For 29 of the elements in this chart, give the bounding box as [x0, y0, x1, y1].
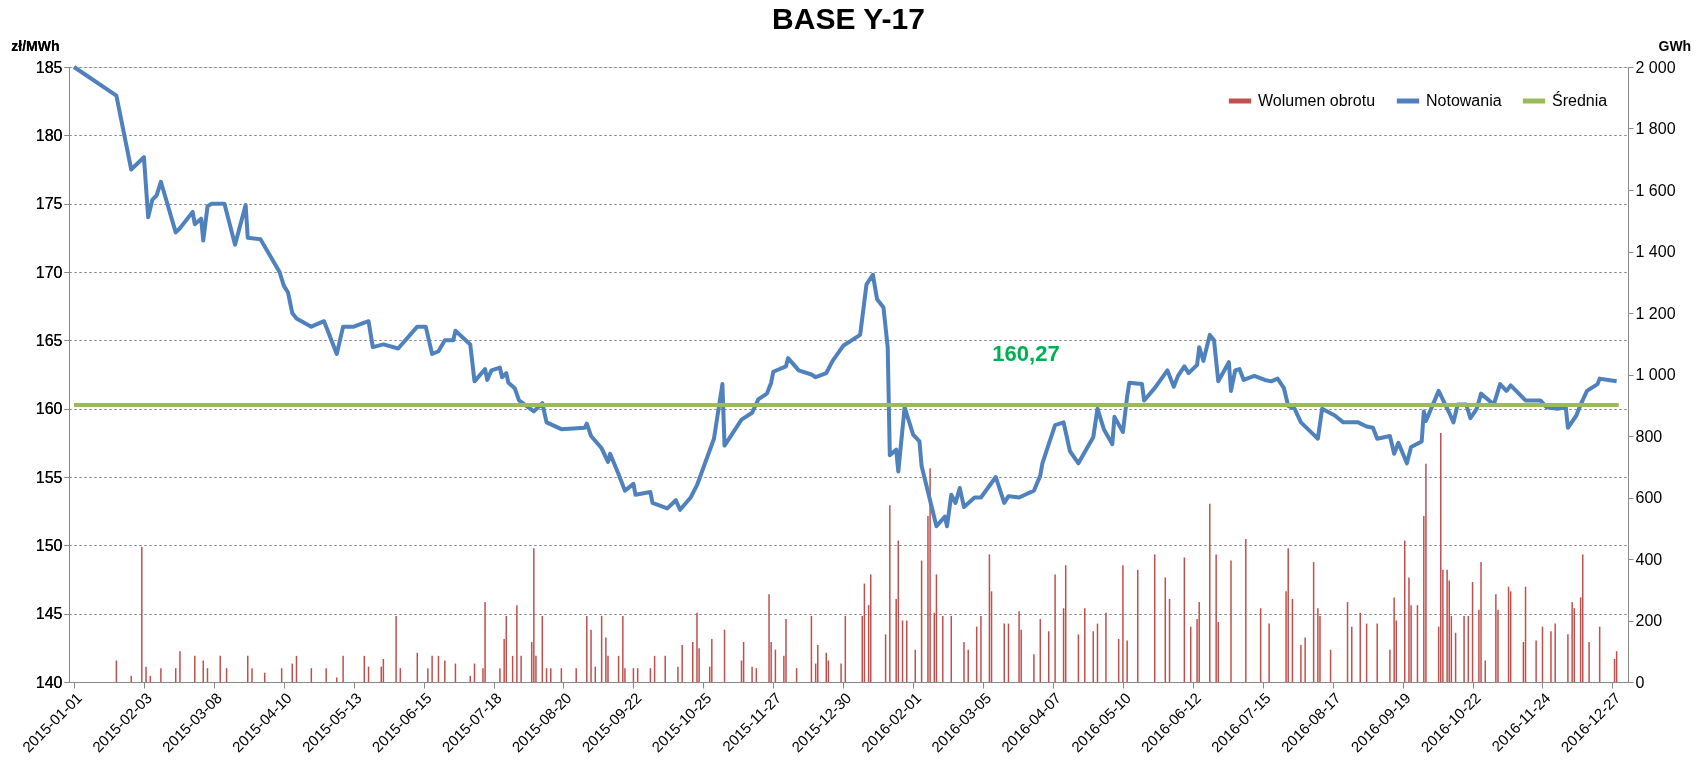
y-tick-label: 145: [35, 605, 63, 623]
y-tick-label: 155: [35, 468, 63, 486]
y2-tick-label: 0: [1635, 673, 1645, 691]
y-tick-label: 175: [35, 195, 63, 213]
y2-tick-label: 800: [1635, 427, 1663, 445]
chart-title: BASE Y-17: [772, 2, 925, 35]
legend-label: Średnia: [1552, 91, 1608, 109]
y2-tick-label: 2 000: [1635, 58, 1676, 76]
y2-tick-label: 600: [1635, 489, 1663, 506]
line-series: [72, 65, 1619, 529]
y2-tick-label: 1 400: [1635, 243, 1676, 260]
y2-tick-label: 400: [1635, 550, 1663, 568]
y2-axis-title: GWh: [1658, 37, 1692, 54]
annotation: 160,27: [992, 341, 1060, 366]
y-tick-label: 180: [35, 126, 63, 144]
legend-label: Wolumen obrotu: [1258, 92, 1376, 109]
y2-tick-label: 1 200: [1635, 304, 1676, 322]
y-tick-label: 160: [35, 400, 63, 418]
y-tick-label: 165: [35, 331, 63, 349]
y-tick-label: 185: [35, 58, 63, 76]
y-tick-label: 170: [35, 263, 63, 281]
y2-tick-label: 1 600: [1635, 181, 1676, 199]
y2-tick-label: 1 000: [1635, 366, 1676, 383]
y-axis-title: zł/MWh: [11, 37, 60, 54]
legend-label: Notowania: [1426, 92, 1502, 109]
y2-tick-label: 1 800: [1635, 120, 1676, 137]
y-tick-label: 140: [35, 673, 63, 691]
y2-tick-label: 200: [1635, 612, 1663, 629]
y-tick-label: 150: [35, 536, 63, 554]
